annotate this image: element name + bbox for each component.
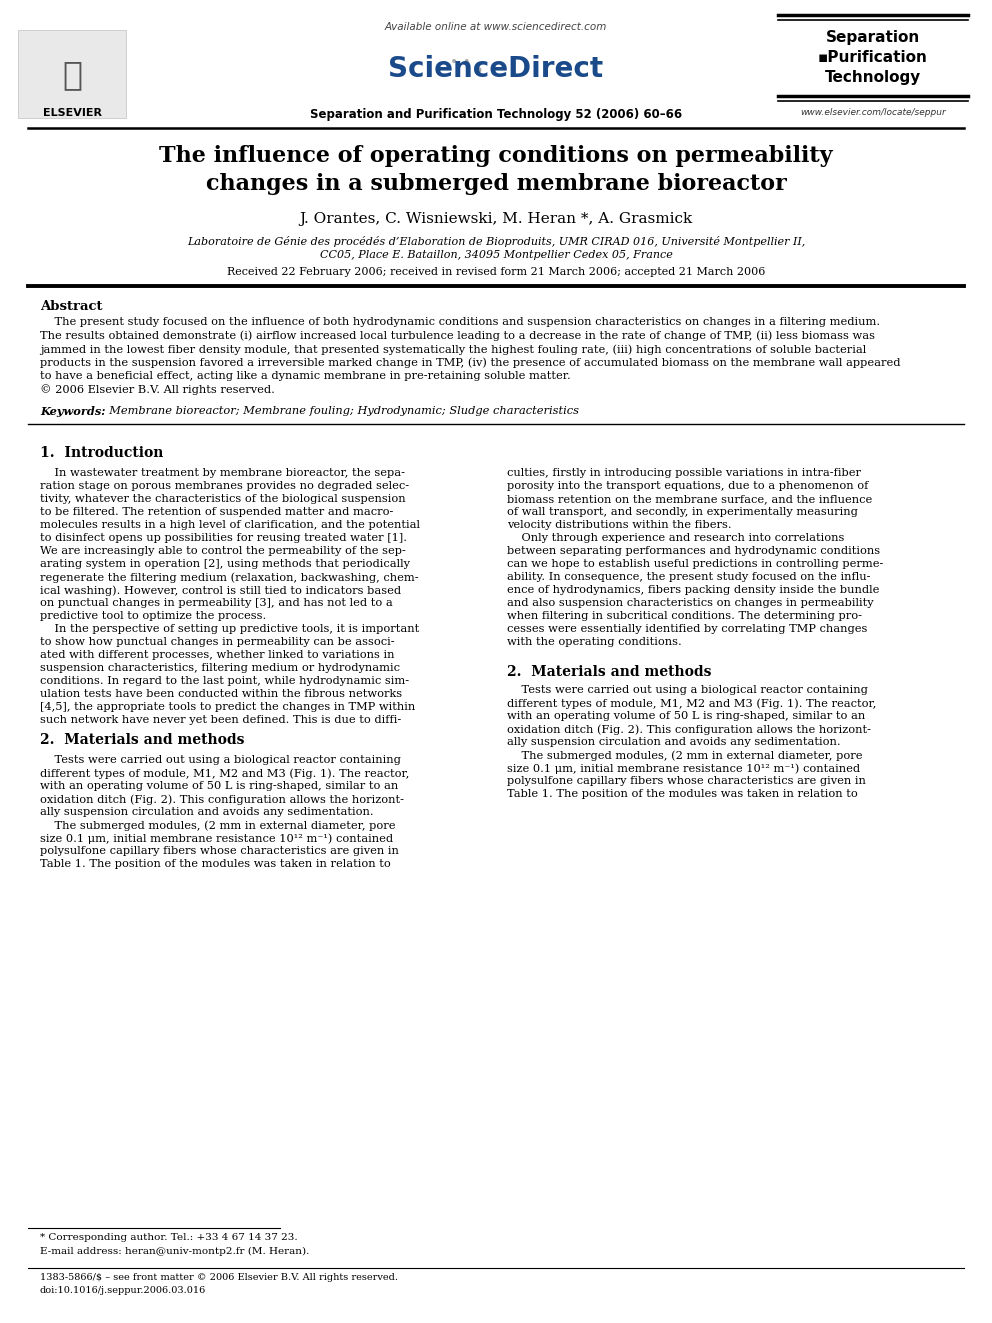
Text: • •: • •	[449, 56, 470, 69]
Text: products in the suspension favored a irreversible marked change in TMP, (iv) the: products in the suspension favored a irr…	[40, 357, 901, 368]
Text: The submerged modules, (2 mm in external diameter, pore: The submerged modules, (2 mm in external…	[40, 820, 396, 831]
Text: ▪Purification: ▪Purification	[818, 50, 928, 65]
Text: Tests were carried out using a biological reactor containing: Tests were carried out using a biologica…	[507, 685, 868, 695]
Text: biomass retention on the membrane surface, and the influence: biomass retention on the membrane surfac…	[507, 493, 872, 504]
Text: tivity, whatever the characteristics of the biological suspension: tivity, whatever the characteristics of …	[40, 493, 406, 504]
Text: Separation and Purification Technology 52 (2006) 60–66: Separation and Purification Technology 5…	[310, 108, 682, 120]
Text: predictive tool to optimize the process.: predictive tool to optimize the process.	[40, 611, 266, 620]
Text: doi:10.1016/j.seppur.2006.03.016: doi:10.1016/j.seppur.2006.03.016	[40, 1286, 206, 1295]
Text: size 0.1 μm, initial membrane resistance 10¹² m⁻¹) contained: size 0.1 μm, initial membrane resistance…	[40, 833, 393, 844]
Text: velocity distributions within the fibers.: velocity distributions within the fibers…	[507, 520, 732, 531]
Text: when filtering in subcritical conditions. The determining pro-: when filtering in subcritical conditions…	[507, 611, 862, 620]
Text: Membrane bioreactor; Membrane fouling; Hydrodynamic; Sludge characteristics: Membrane bioreactor; Membrane fouling; H…	[102, 406, 579, 415]
Text: Keywords:: Keywords:	[40, 406, 105, 417]
Text: on punctual changes in permeability [3], and has not led to a: on punctual changes in permeability [3],…	[40, 598, 393, 609]
Text: 2.  Materials and methods: 2. Materials and methods	[40, 733, 244, 747]
Text: ability. In consequence, the present study focused on the influ-: ability. In consequence, the present stu…	[507, 572, 871, 582]
Text: such network have never yet been defined. This is due to diffi-: such network have never yet been defined…	[40, 714, 401, 725]
Text: We are increasingly able to control the permeability of the sep-: We are increasingly able to control the …	[40, 546, 406, 556]
Text: [4,5], the appropriate tools to predict the changes in TMP within: [4,5], the appropriate tools to predict …	[40, 703, 416, 712]
Text: Abstract: Abstract	[40, 300, 102, 314]
Text: ELSEVIER: ELSEVIER	[43, 108, 101, 118]
Text: ally suspension circulation and avoids any sedimentation.: ally suspension circulation and avoids a…	[507, 737, 840, 747]
Text: of wall transport, and secondly, in experimentally measuring: of wall transport, and secondly, in expe…	[507, 507, 858, 517]
Text: with the operating conditions.: with the operating conditions.	[507, 636, 682, 647]
Text: In wastewater treatment by membrane bioreactor, the sepa-: In wastewater treatment by membrane bior…	[40, 468, 405, 478]
Text: www.elsevier.com/locate/seppur: www.elsevier.com/locate/seppur	[801, 108, 946, 116]
Text: to show how punctual changes in permeability can be associ-: to show how punctual changes in permeabi…	[40, 636, 395, 647]
Text: In the perspective of setting up predictive tools, it is important: In the perspective of setting up predict…	[40, 624, 420, 634]
Text: 🌳: 🌳	[62, 58, 82, 91]
Text: with an operating volume of 50 L is ring-shaped, similar to an: with an operating volume of 50 L is ring…	[40, 781, 398, 791]
Text: jammed in the lowest fiber density module, that presented systematically the hig: jammed in the lowest fiber density modul…	[40, 344, 866, 355]
Text: size 0.1 μm, initial membrane resistance 10¹² m⁻¹) contained: size 0.1 μm, initial membrane resistance…	[507, 763, 860, 774]
Text: 1.  Introduction: 1. Introduction	[40, 446, 164, 460]
Text: molecules results in a high level of clarification, and the potential: molecules results in a high level of cla…	[40, 520, 420, 531]
Text: Table 1. The position of the modules was taken in relation to: Table 1. The position of the modules was…	[507, 789, 858, 799]
Text: ence of hydrodynamics, fibers packing density inside the bundle: ence of hydrodynamics, fibers packing de…	[507, 585, 879, 595]
Text: conditions. In regard to the last point, while hydrodynamic sim-: conditions. In regard to the last point,…	[40, 676, 409, 687]
Text: ScienceDirect: ScienceDirect	[389, 56, 603, 83]
Text: arating system in operation [2], using methods that periodically: arating system in operation [2], using m…	[40, 560, 410, 569]
Text: CC05, Place E. Bataillon, 34095 Montpellier Cedex 05, France: CC05, Place E. Bataillon, 34095 Montpell…	[319, 250, 673, 261]
Text: Technology: Technology	[825, 70, 922, 85]
Text: E-mail address: heran@univ-montp2.fr (M. Heran).: E-mail address: heran@univ-montp2.fr (M.…	[40, 1248, 310, 1256]
Text: culties, firstly in introducing possible variations in intra-fiber: culties, firstly in introducing possible…	[507, 468, 861, 478]
Text: oxidation ditch (Fig. 2). This configuration allows the horizont-: oxidation ditch (Fig. 2). This configura…	[40, 794, 404, 804]
Text: The influence of operating conditions on permeability
changes in a submerged mem: The influence of operating conditions on…	[159, 146, 833, 194]
Text: Table 1. The position of the modules was taken in relation to: Table 1. The position of the modules was…	[40, 859, 391, 869]
Text: porosity into the transport equations, due to a phenomenon of: porosity into the transport equations, d…	[507, 482, 868, 491]
Text: different types of module, M1, M2 and M3 (Fig. 1). The reactor,: different types of module, M1, M2 and M3…	[507, 699, 876, 709]
Text: polysulfone capillary fibers whose characteristics are given in: polysulfone capillary fibers whose chara…	[507, 777, 866, 786]
Text: J. Orantes, C. Wisniewski, M. Heran *, A. Grasmick: J. Orantes, C. Wisniewski, M. Heran *, A…	[300, 212, 692, 226]
Bar	[18, 30, 126, 118]
Text: ration stage on porous membranes provides no degraded selec-: ration stage on porous membranes provide…	[40, 482, 409, 491]
Text: © 2006 Elsevier B.V. All rights reserved.: © 2006 Elsevier B.V. All rights reserved…	[40, 385, 275, 396]
Text: •: •	[472, 62, 484, 81]
Text: ical washing). However, control is still tied to indicators based: ical washing). However, control is still…	[40, 585, 401, 595]
Text: regenerate the filtering medium (relaxation, backwashing, chem-: regenerate the filtering medium (relaxat…	[40, 572, 419, 582]
Text: different types of module, M1, M2 and M3 (Fig. 1). The reactor,: different types of module, M1, M2 and M3…	[40, 767, 410, 778]
Text: between separating performances and hydrodynamic conditions: between separating performances and hydr…	[507, 546, 880, 556]
Text: Available online at www.sciencedirect.com: Available online at www.sciencedirect.co…	[385, 22, 607, 32]
Text: cesses were essentially identified by correlating TMP changes: cesses were essentially identified by co…	[507, 624, 867, 634]
Text: with an operating volume of 50 L is ring-shaped, similar to an: with an operating volume of 50 L is ring…	[507, 710, 865, 721]
Text: 2.  Materials and methods: 2. Materials and methods	[507, 665, 711, 679]
Text: to disinfect opens up possibilities for reusing treated water [1].: to disinfect opens up possibilities for …	[40, 533, 407, 542]
Text: ally suspension circulation and avoids any sedimentation.: ally suspension circulation and avoids a…	[40, 807, 374, 818]
Text: polysulfone capillary fibers whose characteristics are given in: polysulfone capillary fibers whose chara…	[40, 845, 399, 856]
Text: ated with different processes, whether linked to variations in: ated with different processes, whether l…	[40, 650, 395, 660]
Text: to have a beneficial effect, acting like a dynamic membrane in pre-retaining sol: to have a beneficial effect, acting like…	[40, 370, 570, 381]
Text: oxidation ditch (Fig. 2). This configuration allows the horizont-: oxidation ditch (Fig. 2). This configura…	[507, 724, 871, 734]
Text: and also suspension characteristics on changes in permeability: and also suspension characteristics on c…	[507, 598, 874, 609]
Text: suspension characteristics, filtering medium or hydrodynamic: suspension characteristics, filtering me…	[40, 663, 400, 673]
Text: Separation: Separation	[826, 30, 921, 45]
Text: Tests were carried out using a biological reactor containing: Tests were carried out using a biologica…	[40, 755, 401, 765]
Text: can we hope to establish useful predictions in controlling perme-: can we hope to establish useful predicti…	[507, 560, 883, 569]
Text: Laboratoire de Génie des procédés d’Elaboration de Bioproduits, UMR CIRAD 016, U: Laboratoire de Génie des procédés d’Elab…	[186, 235, 806, 247]
Text: * Corresponding author. Tel.: +33 4 67 14 37 23.: * Corresponding author. Tel.: +33 4 67 1…	[40, 1233, 298, 1242]
Text: ulation tests have been conducted within the fibrous networks: ulation tests have been conducted within…	[40, 689, 402, 699]
Text: to be filtered. The retention of suspended matter and macro-: to be filtered. The retention of suspend…	[40, 507, 394, 517]
Text: The present study focused on the influence of both hydrodynamic conditions and s: The present study focused on the influen…	[40, 318, 880, 327]
Text: 1383-5866/$ – see front matter © 2006 Elsevier B.V. All rights reserved.: 1383-5866/$ – see front matter © 2006 El…	[40, 1273, 398, 1282]
Text: The submerged modules, (2 mm in external diameter, pore: The submerged modules, (2 mm in external…	[507, 750, 862, 761]
Text: The results obtained demonstrate (i) airflow increased local turbulence leading : The results obtained demonstrate (i) air…	[40, 331, 875, 341]
Text: Only through experience and research into correlations: Only through experience and research int…	[507, 533, 844, 542]
Text: Received 22 February 2006; received in revised form 21 March 2006; accepted 21 M: Received 22 February 2006; received in r…	[227, 267, 765, 277]
